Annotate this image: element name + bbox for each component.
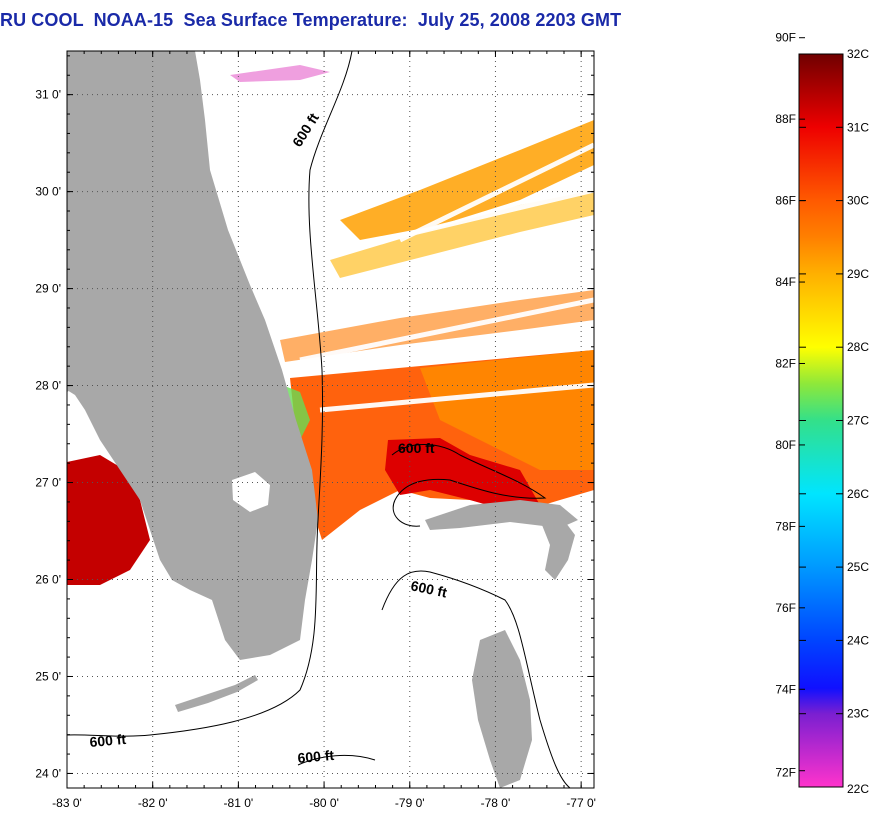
contour-600ft-florida-shelf xyxy=(67,51,353,737)
colorbar-celsius-label: 30C xyxy=(847,194,869,208)
colorbar-fahrenheit-label: 74F xyxy=(775,682,796,696)
longitude-tick-label: -79 0' xyxy=(395,796,425,810)
latitude-tick-label: 30 0' xyxy=(35,185,61,199)
land-florida-keys xyxy=(175,675,258,712)
sst-swath-middle xyxy=(280,290,594,362)
land-grand-bahama xyxy=(425,500,578,530)
sst-data-layer xyxy=(67,65,594,585)
longitude-tick-label: -83 0' xyxy=(52,796,82,810)
colorbar-celsius-label: 24C xyxy=(847,633,869,647)
contour-label: 600 ft xyxy=(398,440,435,456)
longitude-tick-label: -81 0' xyxy=(224,796,254,810)
colorbar-celsius-label: 22C xyxy=(847,782,869,796)
map-area: 600 ft 600 ft 600 ft 600 ft 600 ft xyxy=(67,51,594,788)
latitude-tick-label: 25 0' xyxy=(35,669,61,683)
sst-swath-north xyxy=(340,120,594,240)
contour-label: 600 ft xyxy=(89,731,127,750)
colorbar: 90F 88F 86F 84F 82F 80F 78F 76F 74F 72F 32C 31C 30C… xyxy=(775,31,869,796)
longitude-labels: -83 0' -82 0' -81 0' -80 0' -79 0' -78 0' -77 … xyxy=(52,796,596,810)
sst-swath-north-mid xyxy=(330,190,594,278)
lake-okeechobee xyxy=(232,472,270,512)
colorbar-fahrenheit-label: 78F xyxy=(775,519,796,533)
page-title: RU COOL NOAA-15 Sea Surface Temperature:… xyxy=(0,10,622,30)
colorbar-fahrenheit-label: 72F xyxy=(775,766,796,780)
land-andros xyxy=(472,630,532,788)
land-great-abaco xyxy=(540,515,575,580)
colorbar-celsius-label: 32C xyxy=(847,47,869,61)
colorbar-fahrenheit-labels: 90F 88F 86F 84F 82F 80F 78F 76F 74F 72F xyxy=(775,31,805,780)
colorbar-fahrenheit-label: 80F xyxy=(775,438,796,452)
colorbar-fahrenheit-label: 88F xyxy=(775,112,796,126)
longitude-tick-label: -80 0' xyxy=(309,796,339,810)
colorbar-celsius-labels: 32C 31C 30C 29C 28C 27C 26C 25C 24C 23C 22C xyxy=(799,47,869,796)
colorbar-celsius-label: 27C xyxy=(847,414,869,428)
sst-magenta-specks xyxy=(230,65,330,82)
land-gulf-coast xyxy=(67,270,95,392)
depth-contours xyxy=(67,51,571,788)
colorbar-celsius-label: 28C xyxy=(847,340,869,354)
colorbar-fahrenheit-label: 86F xyxy=(775,194,796,208)
land-layer xyxy=(67,51,578,788)
sst-swath-south-orange xyxy=(420,350,594,470)
map-frame xyxy=(66,50,595,789)
longitude-tick-label: -78 0' xyxy=(481,796,511,810)
contour-label: 600 ft xyxy=(409,577,448,600)
colorbar-fahrenheit-label: 82F xyxy=(775,356,796,370)
colorbar-fahrenheit-label: 76F xyxy=(775,601,796,615)
cloud-streaks xyxy=(279,142,594,413)
contour-600ft-little-bahama-bank xyxy=(391,444,547,527)
contour-label: 600 ft xyxy=(297,747,335,766)
colorbar-celsius-label: 29C xyxy=(847,267,869,281)
colorbar-celsius-label: 26C xyxy=(847,487,869,501)
latitude-tick-label: 24 0' xyxy=(35,766,61,780)
latitude-tick-label: 26 0' xyxy=(35,573,61,587)
latitude-tick-label: 28 0' xyxy=(35,379,61,393)
contour-600ft-great-bahama-bank xyxy=(381,570,571,788)
contour-600ft-cay-sal xyxy=(297,755,376,766)
latitude-tick-label: 27 0' xyxy=(35,476,61,490)
colorbar-fahrenheit-label: 84F xyxy=(775,275,796,289)
axis-ticks xyxy=(66,51,594,788)
longitude-tick-label: -82 0' xyxy=(138,796,168,810)
latitude-labels: 31 0' 30 0' 29 0' 28 0' 27 0' 26 0' 25 0' 24 0' xyxy=(35,88,61,781)
colorbar-celsius-label: 25C xyxy=(847,560,869,574)
latitude-tick-label: 29 0' xyxy=(35,282,61,296)
colorbar-celsius-label: 23C xyxy=(847,707,869,721)
colorbar-fahrenheit-label: 90F xyxy=(775,31,796,45)
sst-warm-core-bahamas xyxy=(385,438,540,510)
colorbar-bar xyxy=(798,53,844,788)
latitude-tick-label: 31 0' xyxy=(35,88,61,102)
longitude-tick-label: -77 0' xyxy=(566,796,596,810)
colorbar-celsius-label: 31C xyxy=(847,120,869,134)
sst-gulf-patch xyxy=(67,455,150,585)
